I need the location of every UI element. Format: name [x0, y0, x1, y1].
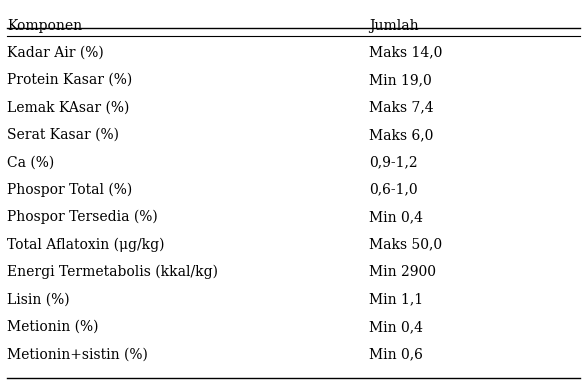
Text: Min 0,4: Min 0,4 [369, 210, 423, 224]
Text: Min 1,1: Min 1,1 [369, 293, 424, 306]
Text: 0,6-1,0: 0,6-1,0 [369, 183, 418, 197]
Text: Total Aflatoxin (μg/kg): Total Aflatoxin (μg/kg) [7, 237, 165, 252]
Text: Phospor Total (%): Phospor Total (%) [7, 182, 133, 197]
Text: Phospor Tersedia (%): Phospor Tersedia (%) [7, 210, 158, 224]
Text: Maks 7,4: Maks 7,4 [369, 100, 434, 114]
Text: Lisin (%): Lisin (%) [7, 293, 70, 306]
Text: 0,9-1,2: 0,9-1,2 [369, 155, 418, 169]
Text: Min 2900: Min 2900 [369, 265, 437, 279]
Text: Maks 14,0: Maks 14,0 [369, 45, 443, 60]
Text: Serat Kasar (%): Serat Kasar (%) [7, 128, 119, 142]
Text: Jumlah: Jumlah [369, 18, 419, 33]
Text: Metionin (%): Metionin (%) [7, 320, 99, 334]
Text: Komponen: Komponen [7, 18, 82, 33]
Text: Min 19,0: Min 19,0 [369, 73, 432, 87]
Text: Protein Kasar (%): Protein Kasar (%) [7, 73, 133, 87]
Text: Min 0,6: Min 0,6 [369, 348, 423, 361]
Text: Maks 50,0: Maks 50,0 [369, 238, 443, 252]
Text: Lemak KAsar (%): Lemak KAsar (%) [7, 100, 130, 114]
Text: Min 0,4: Min 0,4 [369, 320, 423, 334]
Text: Metionin+sistin (%): Metionin+sistin (%) [7, 348, 148, 361]
Text: Kadar Air (%): Kadar Air (%) [7, 45, 104, 60]
Text: Maks 6,0: Maks 6,0 [369, 128, 434, 142]
Text: Energi Termetabolis (kkal/kg): Energi Termetabolis (kkal/kg) [7, 265, 218, 279]
Text: Ca (%): Ca (%) [7, 155, 55, 169]
